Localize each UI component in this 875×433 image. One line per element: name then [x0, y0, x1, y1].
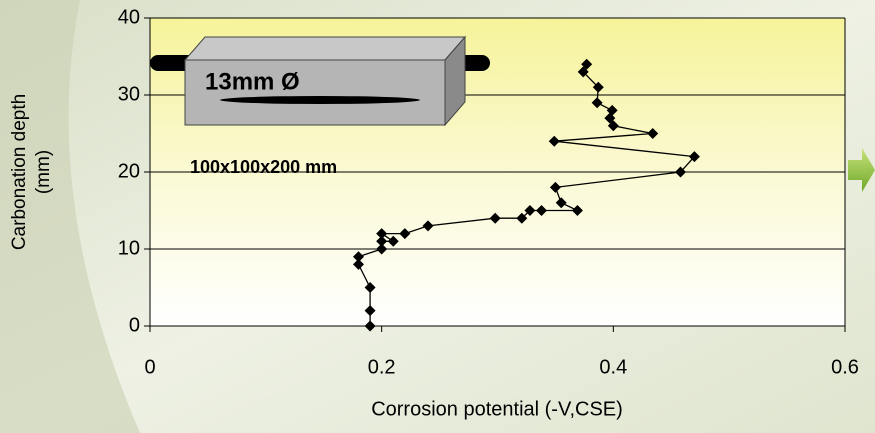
chart: 13mm Ø 100x100x200 mm Corrosion potentia… [0, 0, 875, 433]
x-tick-label: 0.4 [599, 356, 627, 378]
x-tick-label: 0.2 [368, 356, 396, 378]
y-tick-label: 30 [118, 83, 140, 105]
y-tick-label: 0 [129, 314, 140, 336]
annotation: 13mm Ø [205, 68, 300, 95]
y-axis-label: Carbonation depth [9, 94, 30, 250]
x-tick-label: 0.6 [831, 356, 859, 378]
y-tick-label: 20 [118, 160, 140, 182]
annotation: 100x100x200 mm [190, 157, 337, 177]
y-tick-label: 10 [118, 237, 140, 259]
x-axis-label: Corrosion potential (-V,CSE) [371, 398, 623, 420]
y-tick-label: 40 [118, 6, 140, 28]
y-axis-label: (mm) [33, 150, 54, 194]
x-tick-label: 0 [144, 356, 155, 378]
